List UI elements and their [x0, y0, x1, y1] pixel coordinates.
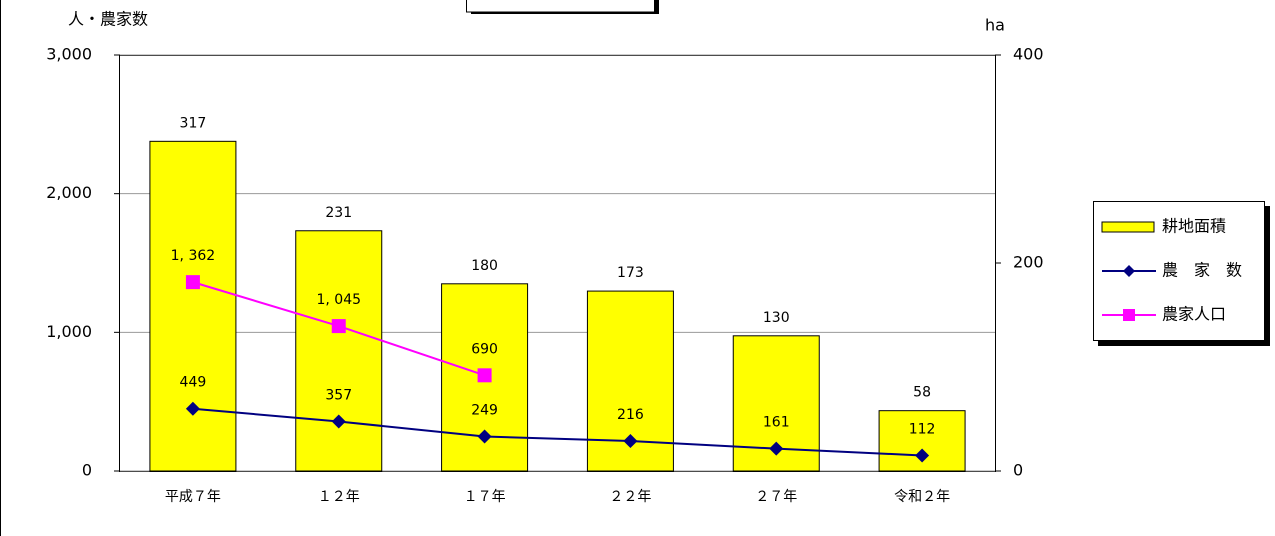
marker: [477, 368, 492, 383]
point-value-label: 161: [763, 415, 790, 431]
marker: [331, 414, 346, 429]
marker: [331, 319, 346, 334]
y-tick-label: 0: [82, 461, 92, 480]
y-tick-label: 2,000: [46, 183, 92, 202]
point-value-label: 449: [180, 375, 207, 391]
bar-value-label: 58: [913, 385, 931, 401]
point-value-label: 216: [617, 407, 644, 423]
marker: [185, 401, 200, 416]
point-value-label: 690: [471, 341, 498, 357]
point-value-label: 249: [471, 402, 498, 418]
x-tick-label: １２年: [318, 489, 360, 505]
bar-value-label: 317: [180, 115, 207, 131]
point-value-label: 357: [325, 387, 352, 403]
point-value-label: 112: [909, 421, 936, 437]
grid: [120, 54, 995, 472]
marker: [769, 441, 784, 456]
bar-value-label: 130: [763, 310, 790, 326]
bar: [149, 140, 237, 472]
marker: [185, 275, 200, 290]
y2-tick-label: 0: [1013, 461, 1023, 480]
legend-marker: [1123, 309, 1135, 321]
y-tick-label: 3,000: [46, 45, 92, 64]
bar: [295, 230, 383, 472]
point-value-label: 1, 362: [171, 248, 216, 264]
x-tick-label: ２２年: [609, 489, 651, 505]
marker: [477, 429, 492, 444]
marker: [915, 448, 930, 463]
y2-axis-label: ha: [985, 16, 1005, 35]
x-tick-label: ２７年: [755, 489, 797, 505]
bar-value-label: 180: [471, 258, 498, 274]
line: [192, 407, 923, 457]
title-box: [466, 0, 655, 13]
marker: [623, 434, 638, 449]
y2-tick-label: 200: [1013, 253, 1044, 272]
legend-label: 耕地面積: [1162, 217, 1226, 236]
bar-value-label: 231: [325, 205, 352, 221]
y-axis-label: 人・農家数: [68, 10, 148, 29]
y2-tick-label: 400: [1013, 45, 1044, 64]
point-value-label: 1, 045: [316, 292, 361, 308]
legend-label: 農家人口: [1162, 305, 1226, 324]
legend-marker: [1123, 265, 1135, 277]
plot-area: [119, 55, 996, 472]
legend-label: 農 家 数: [1162, 261, 1242, 280]
x-tick-label: １７年: [464, 489, 506, 505]
legend-swatch: [1101, 221, 1155, 233]
x-tick-label: 令和２年: [894, 489, 950, 505]
bar-value-label: 173: [617, 265, 644, 281]
x-tick-label: 平成７年: [165, 489, 221, 505]
y-tick-label: 1,000: [46, 322, 92, 341]
